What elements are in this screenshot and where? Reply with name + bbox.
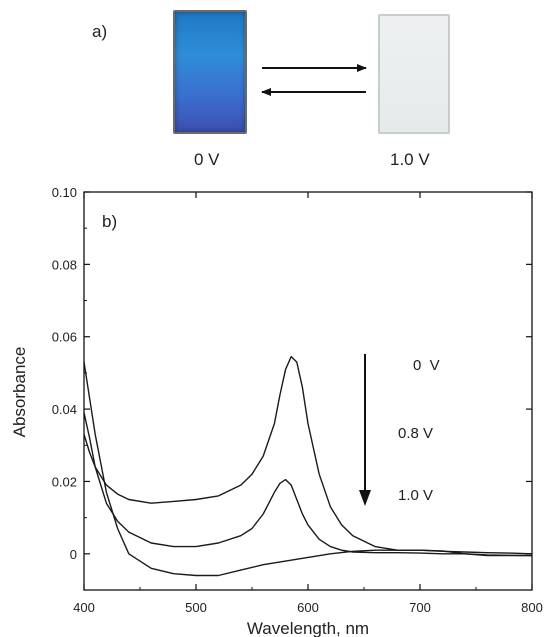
clear-cuvette-image xyxy=(378,14,450,134)
y-tick-label: 0.02 xyxy=(52,474,77,489)
plot-frame xyxy=(83,191,533,591)
series-line-2 xyxy=(83,412,532,557)
state-label-0v: 0 V xyxy=(194,150,220,169)
panel-a-label: a) xyxy=(92,22,108,41)
blue-cuvette-image xyxy=(173,10,247,134)
x-tick-label: 400 xyxy=(73,600,95,615)
voltage-annotation: 1.0 V xyxy=(398,487,433,504)
voltage-annotation: 0.8 V xyxy=(398,425,433,442)
y-tick-label: 0 xyxy=(70,547,77,562)
y-tick-label: 0.04 xyxy=(52,402,77,417)
y-tick-label: 0.06 xyxy=(52,330,77,345)
x-tick-label: 500 xyxy=(185,600,207,615)
reversible-arrows xyxy=(261,64,367,96)
x-tick-label: 800 xyxy=(521,600,543,615)
panel-b-label: b) xyxy=(102,212,117,231)
x-axis-label: Wavelength, nm xyxy=(247,619,369,637)
voltage-annotation: 0 V xyxy=(413,357,440,374)
series-line-3 xyxy=(83,361,533,577)
y-tick-label: 0.08 xyxy=(52,257,77,272)
x-tick-label: 700 xyxy=(409,600,431,615)
state-label-1v: 1.0 V xyxy=(390,150,430,169)
x-tick-label: 600 xyxy=(297,600,319,615)
y-axis-label: Absorbance xyxy=(10,347,29,438)
trend-arrow-head xyxy=(359,490,371,506)
y-tick-label: 0.10 xyxy=(52,185,77,200)
